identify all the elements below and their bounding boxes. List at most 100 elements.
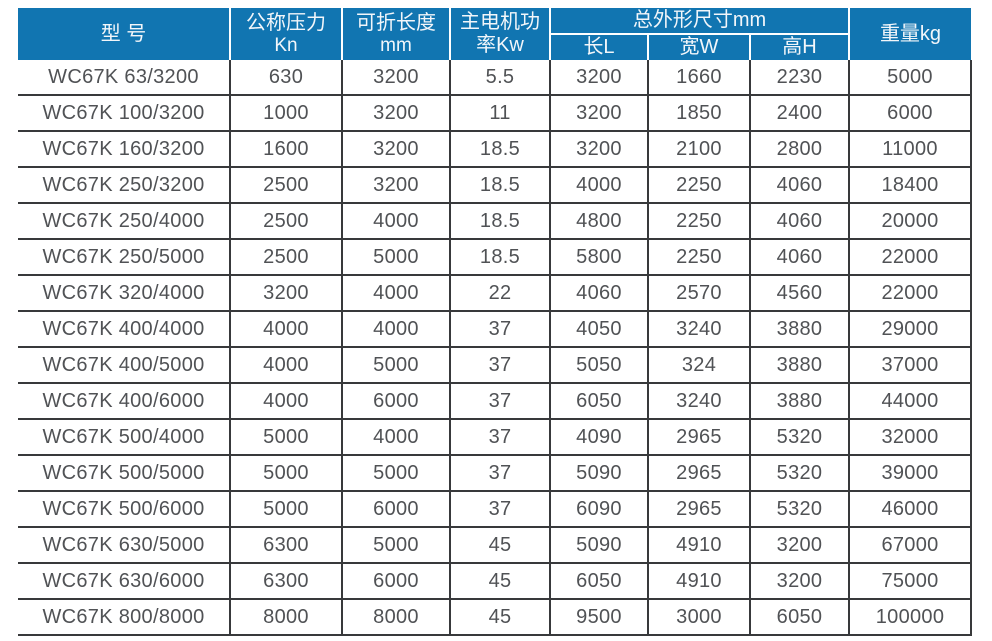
cell-model: WC67K 250/4000 [18, 203, 231, 240]
cell-weight: 18400 [849, 167, 972, 204]
cell-dim_w: 2250 [648, 239, 751, 276]
cell-power: 18.5 [450, 239, 551, 276]
cell-dim_w: 2100 [648, 131, 751, 168]
table-row: WC67K 500/5000 5000 5000 37 5090 2965 5320 3900… [18, 455, 972, 492]
cell-model: WC67K 400/6000 [18, 383, 231, 420]
cell-dim_l: 5050 [550, 347, 649, 384]
cell-model: WC67K 500/4000 [18, 419, 231, 456]
col-header-pressure-line1: 公称压力 [246, 11, 326, 34]
cell-dim_h: 3880 [750, 311, 850, 348]
cell-dim_w: 2965 [648, 419, 751, 456]
cell-power: 5.5 [450, 60, 551, 96]
cell-dim_l: 5800 [550, 239, 649, 276]
table-row: WC67K 63/3200 630 3200 5.5 3200 1660 2230 5000 [18, 60, 972, 96]
cell-dim_l: 4090 [550, 419, 649, 456]
cell-pressure: 630 [230, 60, 343, 96]
col-header-dimensions-group: 总外形尺寸mm [549, 8, 849, 35]
cell-pressure: 5000 [230, 419, 343, 456]
cell-length: 4000 [342, 419, 451, 456]
cell-power: 37 [450, 383, 551, 420]
cell-pressure: 1000 [230, 95, 343, 132]
cell-length: 3200 [342, 167, 451, 204]
cell-dim_h: 4060 [750, 203, 850, 240]
cell-weight: 11000 [849, 131, 972, 168]
cell-pressure: 5000 [230, 455, 343, 492]
cell-dim_l: 4800 [550, 203, 649, 240]
header-row-sub: 长L 宽W 高H [18, 34, 971, 60]
cell-power: 37 [450, 311, 551, 348]
cell-weight: 75000 [849, 563, 972, 600]
cell-model: WC67K 320/4000 [18, 275, 231, 312]
cell-pressure: 3200 [230, 275, 343, 312]
cell-dim_l: 3200 [550, 60, 649, 96]
cell-model: WC67K 800/8000 [18, 599, 231, 636]
cell-dim_w: 1660 [648, 60, 751, 96]
cell-model: WC67K 160/3200 [18, 131, 231, 168]
cell-length: 3200 [342, 95, 451, 132]
cell-model: WC67K 100/3200 [18, 95, 231, 132]
header-row-top: 型 号 公称压力 Kn 可折长度 mm 主电机功 率Kw 总外形尺寸mm 重量k… [18, 8, 971, 60]
table-row: WC67K 630/5000 6300 5000 45 5090 4910 3200 6700… [18, 527, 972, 564]
cell-model: WC67K 500/5000 [18, 455, 231, 492]
cell-length: 8000 [342, 599, 451, 636]
cell-pressure: 8000 [230, 599, 343, 636]
cell-dim_h: 6050 [750, 599, 850, 636]
cell-power: 45 [450, 563, 551, 600]
col-header-fold-length: 可折长度 mm [341, 8, 450, 60]
table-row: WC67K 500/6000 5000 6000 37 6090 2965 5320 4600… [18, 491, 972, 528]
table-row: WC67K 250/3200 2500 3200 18.5 4000 2250 4060 18… [18, 167, 972, 204]
col-header-model-label: 型 号 [100, 22, 147, 45]
col-header-fold-length-unit: mm [380, 34, 412, 56]
cell-weight: 46000 [849, 491, 972, 528]
cell-pressure: 4000 [230, 311, 343, 348]
cell-power: 18.5 [450, 131, 551, 168]
cell-pressure: 4000 [230, 347, 343, 384]
table-row: WC67K 400/4000 4000 4000 37 4050 3240 3880 2900… [18, 311, 972, 348]
col-header-dim-length: 长L [549, 34, 648, 60]
cell-pressure: 5000 [230, 491, 343, 528]
cell-dim_w: 4910 [648, 563, 751, 600]
cell-pressure: 4000 [230, 383, 343, 420]
cell-dim_w: 2570 [648, 275, 751, 312]
cell-power: 11 [450, 95, 551, 132]
cell-dim_l: 3200 [550, 95, 649, 132]
col-header-dim-height: 高H [749, 34, 849, 60]
cell-pressure: 2500 [230, 167, 343, 204]
table-row: WC67K 400/6000 4000 6000 37 6050 3240 3880 4400… [18, 383, 972, 420]
cell-dim_w: 2250 [648, 203, 751, 240]
cell-dim_h: 5320 [750, 455, 850, 492]
cell-dim_h: 2800 [750, 131, 850, 168]
col-header-motor-power: 主电机功 率Kw [449, 8, 550, 60]
cell-dim_w: 2965 [648, 455, 751, 492]
cell-dim_l: 9500 [550, 599, 649, 636]
cell-dim_h: 4560 [750, 275, 850, 312]
cell-length: 3200 [342, 131, 451, 168]
cell-pressure: 2500 [230, 203, 343, 240]
cell-model: WC67K 630/5000 [18, 527, 231, 564]
cell-dim_w: 3240 [648, 383, 751, 420]
cell-dim_w: 3240 [648, 311, 751, 348]
cell-model: WC67K 63/3200 [18, 60, 231, 96]
cell-power: 37 [450, 491, 551, 528]
table-row: WC67K 160/3200 1600 3200 18.5 3200 2100 2800 11… [18, 131, 972, 168]
table-row: WC67K 630/6000 6300 6000 45 6050 4910 3200 7500… [18, 563, 972, 600]
col-header-model: 型 号 [18, 8, 230, 60]
cell-weight: 6000 [849, 95, 972, 132]
cell-dim_h: 5320 [750, 491, 850, 528]
col-header-dim-width: 宽W [647, 34, 750, 60]
col-header-motor-power-line1: 主电机功 [460, 11, 540, 33]
cell-dim_h: 3200 [750, 563, 850, 600]
cell-power: 45 [450, 599, 551, 636]
table-row: WC67K 100/3200 1000 3200 11 3200 1850 2400 6000 [18, 95, 972, 132]
cell-dim_w: 4910 [648, 527, 751, 564]
cell-dim_l: 6090 [550, 491, 649, 528]
cell-pressure: 1600 [230, 131, 343, 168]
cell-power: 18.5 [450, 167, 551, 204]
cell-dim_l: 5090 [550, 455, 649, 492]
cell-power: 37 [450, 419, 551, 456]
col-header-pressure: 公称压力 Kn [229, 8, 342, 60]
cell-weight: 22000 [849, 239, 972, 276]
cell-pressure: 2500 [230, 239, 343, 276]
cell-dim_w: 3000 [648, 599, 751, 636]
